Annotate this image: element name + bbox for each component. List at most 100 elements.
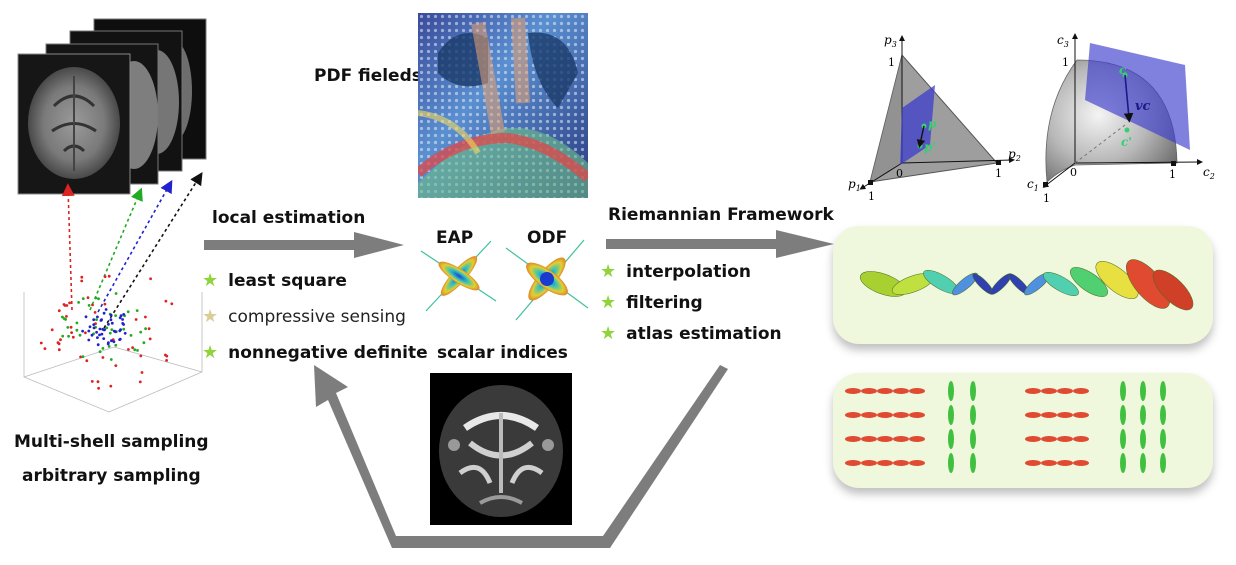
tensor-glyph xyxy=(861,436,877,442)
sample-point xyxy=(88,325,92,329)
sample-point xyxy=(67,334,70,338)
sample-point xyxy=(122,327,126,331)
tick-1-top: 1 xyxy=(1062,56,1069,69)
tensor-glyph xyxy=(1095,261,1139,299)
sample-point xyxy=(71,335,75,339)
local-estimation-arrow xyxy=(204,232,404,258)
green-star-icon: ★ xyxy=(600,292,617,313)
tensor-glyph xyxy=(1043,272,1079,296)
sample-point xyxy=(139,354,143,358)
tensor-glyph xyxy=(1057,388,1073,394)
arrow-red xyxy=(61,183,75,311)
green-star-icon: ★ xyxy=(600,261,617,282)
tensor-glyph xyxy=(1041,388,1057,394)
eap-label: EAP xyxy=(436,228,474,248)
sample-point xyxy=(164,299,168,303)
vector-vc-label: vc xyxy=(1135,99,1151,114)
sample-point xyxy=(114,314,117,317)
scalar-index-map xyxy=(430,373,572,525)
tensor-glyph xyxy=(1073,436,1089,442)
sample-point xyxy=(142,341,146,345)
arrow-blue xyxy=(97,179,173,313)
sample-point xyxy=(109,313,113,317)
sample-point xyxy=(144,315,147,319)
tensor-glyph xyxy=(1057,460,1073,466)
sample-point xyxy=(81,329,84,333)
tensor-glyph xyxy=(1160,405,1166,425)
sample-point xyxy=(69,325,73,329)
tick-1-top: 1 xyxy=(888,56,895,69)
sample-point xyxy=(91,303,94,307)
sample-point xyxy=(85,359,89,363)
sample-point xyxy=(121,322,125,325)
tensor-glyph xyxy=(877,436,893,442)
tensor-glyph xyxy=(1073,412,1089,418)
sample-point xyxy=(134,318,138,321)
tensor-glyph xyxy=(909,412,925,418)
tensor-glyph xyxy=(909,460,925,466)
tensor-glyph xyxy=(1120,381,1126,401)
sample-point xyxy=(86,296,90,299)
sample-point xyxy=(59,338,62,342)
sample-points xyxy=(39,274,174,390)
sample-point xyxy=(92,326,96,330)
tensor-glyph xyxy=(1070,267,1108,297)
tensor-field-glyphs xyxy=(845,381,1166,473)
sample-point xyxy=(57,309,61,313)
tensor-interpolation-glyphs xyxy=(859,259,1194,311)
tensor-glyph xyxy=(1025,412,1041,418)
tensor-glyph xyxy=(1025,388,1041,394)
sample-point xyxy=(110,328,114,331)
tick-0: 0 xyxy=(1070,166,1077,179)
sample-point xyxy=(147,327,151,331)
dwi-slice-front xyxy=(17,53,131,195)
sample-point xyxy=(61,315,64,319)
tensor-glyph xyxy=(970,429,976,449)
filtering-panel xyxy=(833,373,1213,488)
sample-point xyxy=(96,343,100,347)
odf-label: ODF xyxy=(527,228,568,248)
sample-point xyxy=(119,314,123,318)
sample-point xyxy=(170,302,174,306)
method-label: nonnegative definite xyxy=(228,343,428,363)
sample-point xyxy=(102,337,106,340)
sample-point xyxy=(109,318,113,322)
qspace-sampling-plot xyxy=(23,274,203,413)
tensor-glyph xyxy=(893,412,909,418)
tick-1-right: 1 xyxy=(995,167,1002,180)
sample-point xyxy=(123,331,127,335)
sphere-diagram: c3 1 c2 1 0 c1 1 c vc c' xyxy=(1027,33,1215,205)
method-label: compressive sensing xyxy=(228,307,406,327)
sample-point xyxy=(133,348,137,352)
sample-point xyxy=(110,339,113,343)
tensor-glyph xyxy=(1140,453,1146,473)
tensor-glyph xyxy=(877,388,893,394)
tensor-glyph xyxy=(877,412,893,418)
sample-point xyxy=(90,380,94,383)
sample-point xyxy=(118,316,122,320)
sample-point xyxy=(101,356,105,359)
local-methods-list: ★ least square ★ compressive sensing ★ n… xyxy=(202,268,428,366)
point-c-prime-label: c' xyxy=(1121,135,1132,149)
tensor-glyph xyxy=(970,405,976,425)
tensor-glyph xyxy=(1120,453,1126,473)
sample-point xyxy=(70,331,73,334)
sample-point xyxy=(98,333,101,337)
sample-point xyxy=(114,364,118,367)
sample-point xyxy=(107,322,110,326)
sample-point xyxy=(110,321,114,325)
sample-point xyxy=(107,341,110,344)
pdf-fields-label: PDF fieleds xyxy=(314,66,422,86)
sample-point xyxy=(149,277,153,281)
tensor-glyph xyxy=(1057,412,1073,418)
sampling-title-line1: Multi-shell sampling xyxy=(14,432,209,452)
tensor-glyph xyxy=(1025,460,1041,466)
tensor-glyph xyxy=(1041,412,1057,418)
sample-point xyxy=(96,315,99,319)
sample-point xyxy=(43,347,47,350)
sample-point xyxy=(95,318,98,321)
tensor-glyph xyxy=(845,436,861,442)
sample-point xyxy=(114,343,118,347)
sample-point xyxy=(131,346,134,349)
sample-point xyxy=(62,303,66,306)
